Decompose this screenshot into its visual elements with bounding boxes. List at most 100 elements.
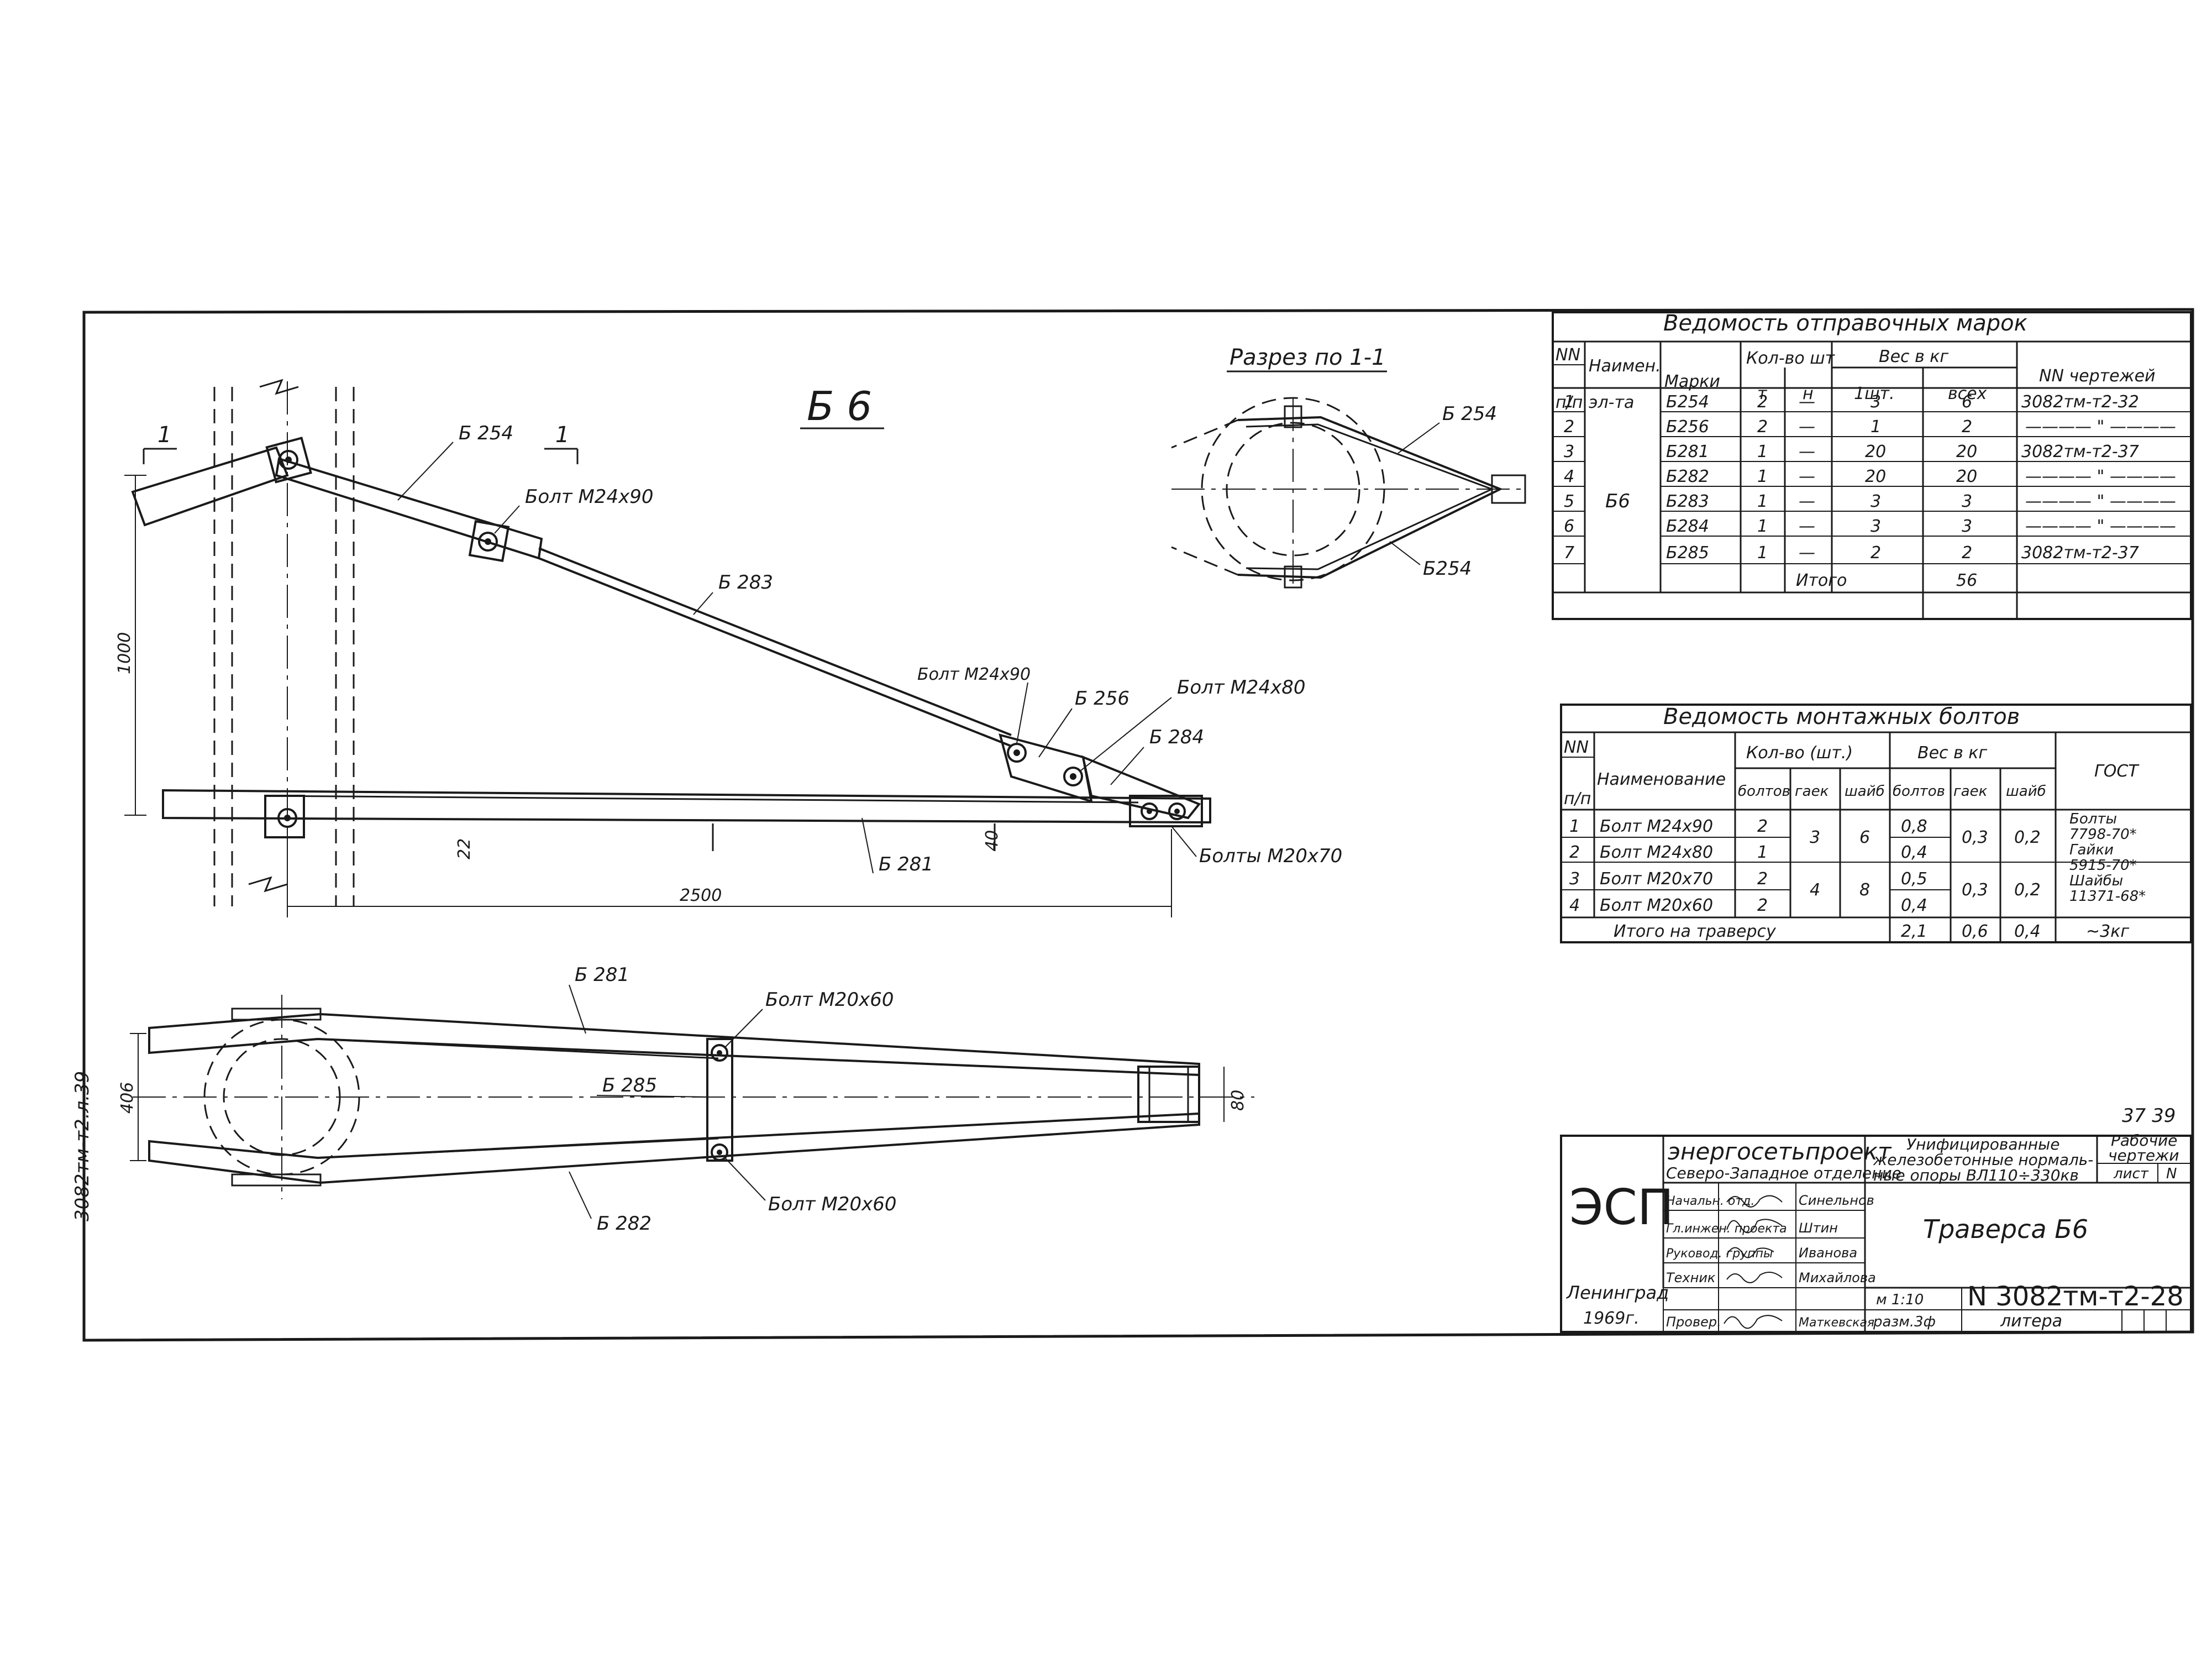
svg-text:Гл.инжен. проекта: Гл.инжен. проекта <box>1666 1222 1787 1236</box>
svg-text:6: 6 <box>1962 392 1972 412</box>
front-view: Б 6 1 1 <box>115 379 1342 917</box>
bolts-table-title: Ведомость монтажных болтов <box>1663 704 2020 730</box>
svg-text:0,2: 0,2 <box>2014 828 2041 847</box>
svg-text:1: 1 <box>1564 392 1574 412</box>
svg-text:1: 1 <box>1569 817 1580 836</box>
section-title: Разрез по 1-1 <box>1230 345 1386 370</box>
label-b284: Б 284 <box>1149 726 1204 748</box>
svg-text:2: 2 <box>1757 817 1768 836</box>
svg-text:—: — <box>1799 417 1815 437</box>
svg-text:ГОСТ: ГОСТ <box>2094 762 2140 781</box>
svg-text:3082тм-т2-37: 3082тм-т2-37 <box>2021 543 2139 563</box>
svg-text:н: н <box>1803 384 1814 403</box>
section-marker-left: 1 <box>157 422 171 448</box>
svg-text:Марки: Марки <box>1664 372 1720 391</box>
svg-text:2: 2 <box>1564 417 1574 437</box>
svg-text:1: 1 <box>1871 417 1881 437</box>
svg-text:—: — <box>1799 543 1815 563</box>
svg-text:всех: всех <box>1948 384 1987 403</box>
svg-text:т: т <box>1757 384 1768 403</box>
svg-text:Начальн. отд.: Начальн. отд. <box>1666 1194 1754 1208</box>
svg-text:4: 4 <box>1569 896 1580 915</box>
svg-text:Наимен.: Наимен. <box>1589 356 1661 376</box>
shipping-marks-table: Ведомость отправочных марок NN п/п Наиме… <box>1552 311 2192 620</box>
svg-text:———— " ————: ———— " ———— <box>2025 492 2176 511</box>
dim-406: 406 <box>118 1082 137 1114</box>
svg-text:1: 1 <box>1757 543 1768 563</box>
svg-text:Рабочие: Рабочие <box>2111 1131 2177 1150</box>
document-number: N 3082тм-т2-28 <box>1967 1281 2184 1312</box>
plan-view: 406 80 Б 281 Болт М20х60 Б 285 Болт М20х… <box>118 964 1254 1235</box>
svg-text:6: 6 <box>1564 517 1574 536</box>
svg-text:3: 3 <box>1871 492 1881 511</box>
svg-text:4: 4 <box>1810 880 1820 900</box>
svg-text:Кол-во (шт.): Кол-во (шт.) <box>1746 743 1853 763</box>
plan-label-bolt-bottom: Болт М20х60 <box>768 1193 896 1215</box>
city: Ленинград <box>1566 1282 1669 1303</box>
svg-text:0,6: 0,6 <box>1962 922 1988 941</box>
svg-text:п/п: п/п <box>1556 393 1583 412</box>
shipping-total-value: 56 <box>1956 571 1977 590</box>
svg-text:3: 3 <box>1871 392 1881 412</box>
svg-text:—: — <box>1799 392 1815 412</box>
svg-text:20: 20 <box>1865 467 1886 486</box>
svg-text:Б281: Б281 <box>1666 442 1709 461</box>
svg-text:20: 20 <box>1865 442 1886 461</box>
title-block: ЭСП энергосетьпроект Северо-Западное отд… <box>1560 1131 2192 1333</box>
signature <box>1726 1247 1774 1258</box>
svg-text:1: 1 <box>1757 442 1768 461</box>
svg-text:шайб: шайб <box>2006 783 2046 800</box>
table-row: 5 Б283 1 — 3 3 ———— " ———— <box>1564 492 2176 511</box>
plate-b284 <box>1081 755 1201 820</box>
section-clamp <box>1237 416 1503 579</box>
svg-text:Провер.: Провер. <box>1666 1314 1721 1330</box>
svg-text:20: 20 <box>1956 467 1977 486</box>
svg-text:шайб: шайб <box>1845 783 1885 800</box>
svg-text:Унифицированные: Унифицированные <box>1906 1135 2059 1153</box>
scale: м 1:10 <box>1876 1292 1924 1308</box>
label-b283: Б 283 <box>718 571 773 594</box>
sheet-stamp: 37 39 <box>2122 1105 2176 1127</box>
svg-text:3: 3 <box>1564 442 1574 461</box>
svg-text:Болт М24х90: Болт М24х90 <box>1600 817 1713 836</box>
svg-text:———— " ————: ———— " ———— <box>2025 417 2176 437</box>
top-bracket-plate <box>265 437 312 484</box>
table-row: 7 Б285 1 — 2 2 3082тм-т2-37 <box>1564 543 2139 563</box>
svg-text:2: 2 <box>1757 869 1768 889</box>
svg-text:2: 2 <box>1757 896 1768 915</box>
svg-text:5: 5 <box>1564 492 1574 511</box>
svg-text:NN чертежей: NN чертежей <box>2039 366 2156 386</box>
svg-text:Б283: Б283 <box>1666 492 1709 511</box>
svg-text:Вес в кг: Вес в кг <box>1917 743 1987 763</box>
svg-text:Болт М20х60: Болт М20х60 <box>1600 896 1713 915</box>
label-b281: Б 281 <box>879 853 933 875</box>
svg-text:1: 1 <box>1757 517 1768 536</box>
svg-text:Техник: Техник <box>1666 1270 1716 1286</box>
svg-text:2: 2 <box>1757 417 1768 437</box>
svg-text:NN: NN <box>1564 738 1589 757</box>
mounting-bolts-table: Ведомость монтажных болтов NN п/п Наимен… <box>1560 704 2192 943</box>
shipping-total-label: Итого <box>1796 571 1847 590</box>
svg-text:Б282: Б282 <box>1666 467 1709 486</box>
dim-80: 80 <box>1228 1090 1248 1111</box>
table-row: 4 Б282 1 — 20 20 ———— " ———— <box>1564 467 2176 486</box>
svg-text:2: 2 <box>1757 392 1768 412</box>
svg-text:20: 20 <box>1956 442 1977 461</box>
svg-text:Б284: Б284 <box>1666 517 1709 536</box>
drawing-title: Траверса Б6 <box>1923 1214 2088 1244</box>
litera-label: литера <box>2000 1311 2062 1331</box>
svg-text:3: 3 <box>1569 869 1580 889</box>
svg-text:Гайки: Гайки <box>2069 842 2114 858</box>
svg-text:2: 2 <box>1569 843 1580 862</box>
svg-text:ные опоры ВЛ110÷330кв: ные опоры ВЛ110÷330кв <box>1873 1166 2079 1184</box>
svg-text:5915-70*: 5915-70* <box>2069 857 2137 874</box>
svg-text:Штин: Штин <box>1799 1220 1838 1236</box>
svg-text:Б285: Б285 <box>1666 543 1709 563</box>
svg-text:0,5: 0,5 <box>1901 869 1927 889</box>
svg-text:4: 4 <box>1564 467 1574 486</box>
svg-text:———— " ————: ———— " ———— <box>2025 517 2176 536</box>
svg-text:1: 1 <box>1757 467 1768 486</box>
svg-text:N: N <box>2166 1166 2177 1182</box>
svg-text:чертежи: чертежи <box>2108 1146 2179 1164</box>
